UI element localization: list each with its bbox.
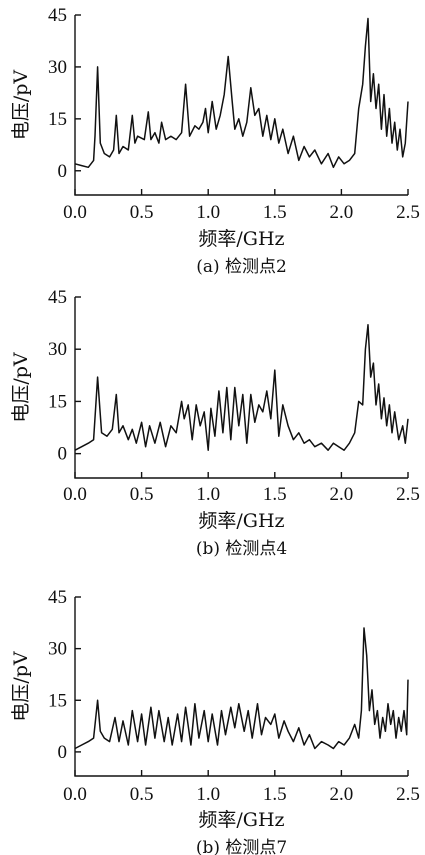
y-tick-label: 30 <box>48 339 67 360</box>
y-axis-title: 电压/pV <box>10 352 32 423</box>
x-tick-label: 1.5 <box>263 202 287 223</box>
x-tick-label: 1.0 <box>196 484 220 505</box>
x-tick-label: 0.0 <box>63 202 87 223</box>
chart-panel-3: 0.0 0.5 1.0 1.5 2.0 2.5 0 15 30 45 电压/pV 频率/GHz (b) … <box>10 587 420 855</box>
x-axis-title: 频率/GHz <box>198 510 284 532</box>
y-tick-label: 15 <box>48 391 67 412</box>
y-tick-label: 45 <box>48 5 67 26</box>
x-tick-label: 2.0 <box>330 484 354 505</box>
y-tick-label: 45 <box>48 587 67 608</box>
panel-caption: (b) 检测点4 <box>196 539 287 559</box>
axis-frame <box>74 15 408 196</box>
y-tick-label: 0 <box>58 742 68 763</box>
chart-panel-1: 0.0 0.5 1.0 1.5 2.0 2.5 0 15 30 45 电压/pV 频率/GHz (a) … <box>10 5 420 277</box>
x-tick-label: 1.0 <box>196 784 220 805</box>
y-tick-label: 30 <box>48 639 67 660</box>
x-tick-label: 1.5 <box>263 784 287 805</box>
y-tick-label: 0 <box>58 161 68 182</box>
x-tick-label: 1.5 <box>263 484 287 505</box>
series-line-1 <box>74 627 409 750</box>
series-line-1 <box>74 324 409 451</box>
y-tick-label: 45 <box>48 287 67 308</box>
x-tick-label: 2.0 <box>330 202 354 223</box>
chart-panel-2: 0.0 0.5 1.0 1.5 2.0 2.5 0 15 30 45 电压/pV 频率/GHz (b) … <box>10 287 420 559</box>
x-tick-label: 1.0 <box>196 202 220 223</box>
x-tick-label: 0.5 <box>130 484 154 505</box>
x-tick-label: 0.5 <box>130 784 154 805</box>
y-tick-label: 15 <box>48 109 67 130</box>
y-axis-title: 电压/pV <box>10 651 32 722</box>
axis-frame <box>74 597 408 777</box>
x-tick-label: 0.0 <box>63 484 87 505</box>
x-tick-label: 2.5 <box>396 784 420 805</box>
axis-frame <box>74 297 408 479</box>
x-tick-label: 2.5 <box>396 484 420 505</box>
series-line-1 <box>74 17 409 169</box>
y-axis-title: 电压/pV <box>10 70 32 141</box>
x-tick-label: 0.5 <box>130 202 154 223</box>
x-tick-label: 0.0 <box>63 784 87 805</box>
x-tick-label: 2.0 <box>330 784 354 805</box>
x-axis-title: 频率/GHz <box>198 228 284 250</box>
y-tick-label: 30 <box>48 57 67 78</box>
x-tick-label: 2.5 <box>396 202 420 223</box>
panel-caption: (a) 检测点2 <box>196 257 287 277</box>
y-tick-label: 15 <box>48 690 67 711</box>
y-tick-label: 0 <box>58 444 68 465</box>
x-axis-title: 频率/GHz <box>198 809 284 831</box>
panel-caption: (b) 检测点7 <box>196 838 287 855</box>
